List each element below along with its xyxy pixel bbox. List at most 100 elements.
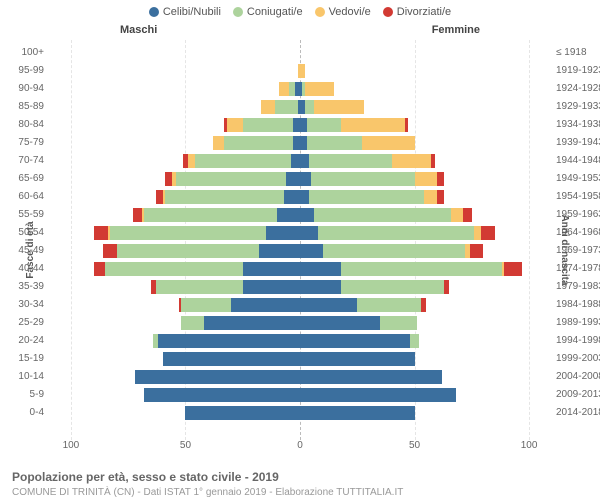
bar-area [48, 262, 552, 276]
bar-area [48, 100, 552, 114]
legend-item: Celibi/Nubili [149, 6, 221, 18]
segment-v [279, 82, 288, 96]
segment-s [300, 280, 341, 294]
segment-s [158, 334, 300, 348]
age-row: 0-42014-2018 [48, 404, 552, 422]
segment-s [300, 244, 323, 258]
x-tick-label: 50 [180, 440, 191, 451]
age-label: 75-79 [8, 134, 44, 152]
population-pyramid-chart: 10050050100 100+≤ 191895-991919-192390-9… [48, 40, 552, 440]
segment-v [415, 172, 438, 186]
header-female: Femmine [432, 24, 480, 36]
segment-s [204, 316, 300, 330]
age-label: 45-49 [8, 242, 44, 260]
bar-area [48, 316, 552, 330]
segment-d [481, 226, 495, 240]
male-bar [48, 208, 300, 222]
female-bar [300, 136, 552, 150]
segment-c [176, 172, 286, 186]
age-row: 30-341984-1988 [48, 296, 552, 314]
birth-label: 1974-1978 [556, 260, 600, 278]
birth-label: 2014-2018 [556, 404, 600, 422]
segment-s [300, 406, 415, 420]
birth-label: 1924-1928 [556, 80, 600, 98]
age-label: 25-29 [8, 314, 44, 332]
female-bar [300, 298, 552, 312]
birth-label: 2004-2008 [556, 368, 600, 386]
segment-c [165, 190, 284, 204]
segment-c [311, 172, 414, 186]
female-bar [300, 388, 552, 402]
segment-d [94, 262, 105, 276]
age-label: 10-14 [8, 368, 44, 386]
segment-s [300, 208, 314, 222]
age-row: 45-491969-1973 [48, 242, 552, 260]
male-bar [48, 262, 300, 276]
segment-c [144, 208, 277, 222]
female-bar [300, 118, 552, 132]
segment-d [156, 190, 163, 204]
segment-s [163, 352, 300, 366]
male-bar [48, 352, 300, 366]
female-bar [300, 406, 552, 420]
segment-c [224, 136, 293, 150]
age-label: 15-19 [8, 350, 44, 368]
legend-swatch [315, 7, 325, 17]
birth-label: 1969-1973 [556, 242, 600, 260]
segment-s [231, 298, 300, 312]
female-bar [300, 244, 552, 258]
segment-v [305, 82, 335, 96]
segment-s [300, 190, 309, 204]
age-label: 80-84 [8, 116, 44, 134]
segment-s [293, 118, 300, 132]
birth-label: 1979-1983 [556, 278, 600, 296]
birth-label: 1999-2003 [556, 350, 600, 368]
legend: Celibi/NubiliConiugati/eVedovi/eDivorzia… [0, 0, 600, 20]
segment-s [291, 154, 300, 168]
male-bar [48, 280, 300, 294]
legend-label: Coniugati/e [247, 6, 303, 18]
segment-v [213, 136, 224, 150]
bar-area [48, 136, 552, 150]
segment-c [357, 298, 421, 312]
birth-label: 1949-1953 [556, 170, 600, 188]
male-bar [48, 316, 300, 330]
segment-c [195, 154, 291, 168]
segment-c [318, 226, 474, 240]
segment-c [289, 82, 296, 96]
female-bar [300, 100, 552, 114]
legend-label: Celibi/Nubili [163, 6, 221, 18]
bar-area [48, 352, 552, 366]
age-label: 35-39 [8, 278, 44, 296]
segment-c [307, 118, 341, 132]
male-bar [48, 298, 300, 312]
segment-d [133, 208, 142, 222]
segment-v [314, 100, 364, 114]
age-row: 15-191999-2003 [48, 350, 552, 368]
segment-s [144, 388, 300, 402]
male-bar [48, 226, 300, 240]
segment-c [309, 154, 391, 168]
legend-swatch [149, 7, 159, 17]
segment-s [185, 406, 300, 420]
age-label: 60-64 [8, 188, 44, 206]
bar-area [48, 172, 552, 186]
bar-area [48, 118, 552, 132]
segment-d [444, 280, 449, 294]
x-tick-label: 100 [63, 440, 80, 451]
age-label: 20-24 [8, 332, 44, 350]
legend-swatch [383, 7, 393, 17]
x-axis: 10050050100 [48, 440, 552, 456]
x-tick-label: 100 [521, 440, 538, 451]
male-bar [48, 64, 300, 78]
male-bar [48, 136, 300, 150]
chart-title: Popolazione per età, sesso e stato civil… [12, 470, 279, 484]
bar-area [48, 280, 552, 294]
legend-label: Vedovi/e [329, 6, 371, 18]
birth-label: 2009-2013 [556, 386, 600, 404]
segment-s [284, 190, 300, 204]
legend-swatch [233, 7, 243, 17]
segment-v [424, 190, 438, 204]
age-row: 85-891929-1933 [48, 98, 552, 116]
segment-d [470, 244, 484, 258]
